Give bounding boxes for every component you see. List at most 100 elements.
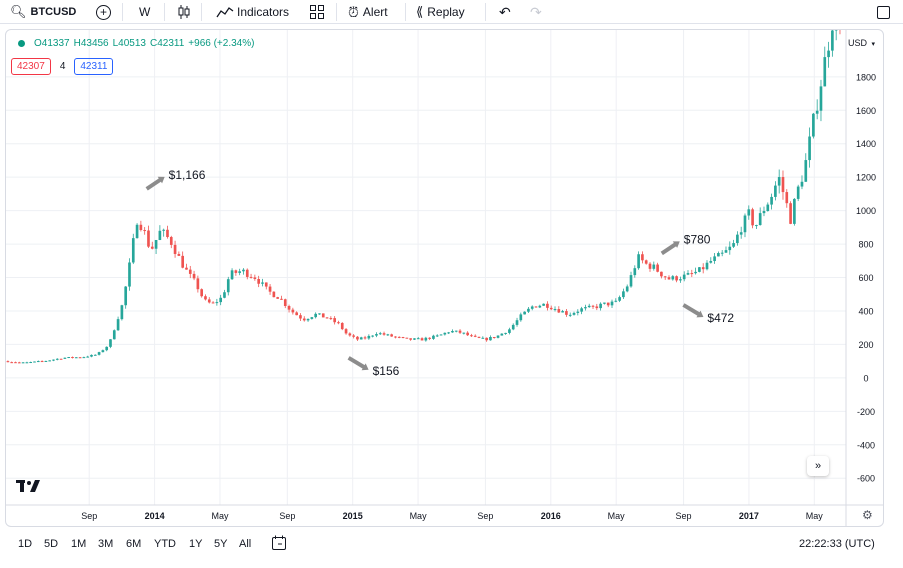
candle-down — [207, 299, 211, 303]
candle-down — [10, 362, 14, 364]
x-tick-label: May — [608, 511, 626, 521]
candle-down — [470, 335, 473, 337]
toolbar-divider — [485, 3, 486, 21]
candle-up — [553, 309, 557, 311]
indicators-button[interactable]: Indicators — [216, 0, 289, 24]
candle-up — [823, 57, 827, 87]
candle-up — [728, 246, 732, 251]
bottom-toolbar: 1D 5D 1M 3M 6M YTD 1Y 5Y All — [0, 530, 903, 560]
range-5d[interactable]: 5D — [44, 538, 59, 550]
tv-logo-icon — [16, 480, 40, 492]
candle-up — [93, 354, 97, 356]
range-1y[interactable]: 1Y — [189, 538, 203, 550]
candle-down — [59, 358, 63, 360]
candle-up — [97, 352, 101, 355]
candle-up — [732, 243, 735, 247]
legend-high: H43456 — [73, 38, 109, 49]
candle-down — [839, 3, 842, 19]
candle-down — [458, 330, 462, 333]
candle-up — [523, 311, 526, 315]
candle-up — [90, 354, 93, 357]
candle-down — [287, 306, 291, 310]
undo-button[interactable]: ↶ — [499, 0, 511, 24]
candle-up — [52, 359, 55, 361]
double-chevron-right-icon: » — [814, 460, 822, 472]
go-to-realtime-button[interactable]: » — [807, 456, 829, 476]
symbol-search-button[interactable]: 🔍︎ BTCUSD — [10, 0, 76, 24]
candle-up — [128, 262, 131, 287]
range-6m[interactable]: 6M — [126, 538, 142, 550]
candle-up — [21, 362, 25, 364]
price-annotation-label: $472 — [707, 311, 734, 325]
candle-down — [299, 315, 302, 319]
candle-up — [215, 302, 219, 304]
candle-up — [424, 337, 428, 341]
y-tick-label: 400 — [858, 306, 873, 316]
x-tick-label: May — [410, 511, 428, 521]
indicators-icon — [216, 7, 234, 18]
redo-button[interactable]: ↷ — [530, 0, 542, 24]
candle-up — [314, 313, 317, 318]
sell-price-button[interactable]: 42307 — [11, 58, 51, 75]
interval-button[interactable]: W — [139, 0, 150, 24]
candle-down — [675, 276, 678, 281]
buy-price-button[interactable]: 42311 — [74, 58, 114, 75]
range-5y[interactable]: 5Y — [214, 538, 228, 550]
candle-down — [329, 318, 333, 320]
candle-up — [219, 297, 222, 303]
utc-clock[interactable]: 22:22:33 (UTC) — [799, 538, 875, 550]
candle-up — [359, 337, 363, 340]
candle-up — [223, 292, 226, 298]
candle-down — [549, 307, 553, 310]
chart-type-button[interactable] — [177, 0, 191, 24]
candle-up — [124, 286, 128, 306]
candle-down — [660, 271, 663, 277]
candle-up — [618, 297, 621, 301]
compare-button[interactable]: + — [96, 0, 111, 24]
currency-selector[interactable]: USD ▾ — [848, 38, 875, 48]
candle-up — [572, 312, 576, 315]
replay-button[interactable]: ⟪ Replay — [416, 0, 465, 24]
templates-button[interactable] — [309, 0, 325, 24]
date-range-button[interactable] — [271, 535, 287, 554]
candle-down — [348, 333, 352, 336]
candle-up — [755, 225, 758, 227]
candle-down — [211, 302, 215, 304]
candle-up — [614, 300, 618, 302]
candle-up — [633, 268, 637, 276]
fullscreen-icon — [877, 5, 890, 19]
range-1m[interactable]: 1M — [71, 538, 87, 550]
candle-down — [546, 303, 549, 308]
fullscreen-button[interactable] — [877, 0, 890, 24]
candle-up — [709, 261, 713, 263]
axis-settings-button[interactable]: ⚙︎ — [862, 508, 873, 522]
candle-up — [736, 234, 739, 244]
candle-up — [500, 333, 504, 336]
candle-up — [652, 264, 656, 269]
candle-up — [154, 239, 158, 249]
y-tick-label: 200 — [858, 340, 873, 350]
alert-button[interactable]: ⏰︎ Alert — [348, 0, 388, 24]
range-all[interactable]: All — [239, 538, 252, 550]
candle-up — [67, 357, 71, 359]
candle-down — [272, 291, 276, 298]
annotation-arrow-shaft — [347, 356, 366, 369]
candle-down — [291, 309, 295, 313]
candle-down — [150, 246, 154, 249]
candle-down — [401, 337, 405, 339]
range-1d[interactable]: 1D — [18, 538, 33, 550]
top-toolbar: 🔍︎ BTCUSD + W Indicators ⏰︎ Alert — [0, 0, 903, 24]
candle-down — [667, 277, 671, 280]
range-3m[interactable]: 3M — [98, 538, 114, 550]
toolbar-divider — [201, 3, 202, 21]
x-tick-label: 2017 — [739, 511, 759, 521]
candle-up — [120, 305, 124, 320]
candle-down — [606, 302, 610, 306]
candle-up — [739, 232, 743, 235]
range-ytd[interactable]: YTD — [154, 538, 176, 550]
candle-up — [489, 337, 492, 341]
candle-up — [496, 335, 500, 338]
candle-down — [701, 267, 705, 270]
candle-up — [508, 329, 511, 333]
